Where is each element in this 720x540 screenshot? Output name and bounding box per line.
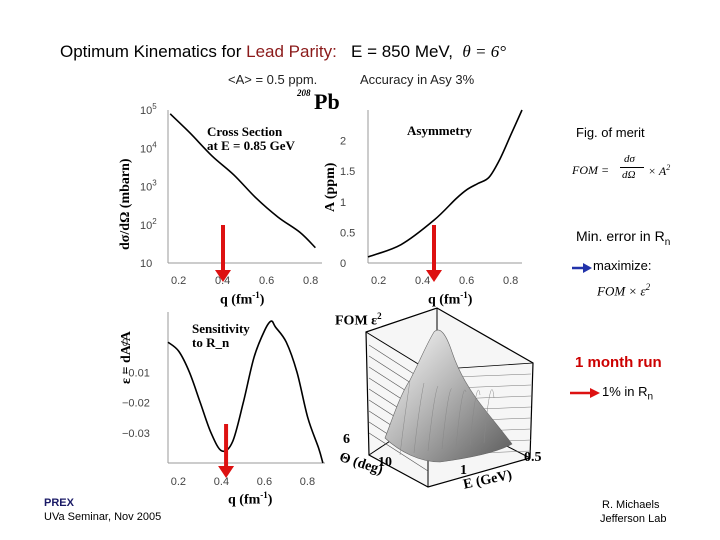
sensitivity-xtick: 0.4 <box>214 476 229 488</box>
energy-tick-05: 0.5 <box>524 450 542 465</box>
sensitivity-ytick: −0.02 <box>122 398 150 410</box>
sensitivity-curve <box>167 320 324 464</box>
cross-section-xtick: 0.8 <box>303 275 318 287</box>
sensitivity-xtick: 0.8 <box>300 476 315 488</box>
title-theta: θ = 6° <box>462 42 507 61</box>
asymmetry-ytick: 2 <box>340 136 346 148</box>
asymmetry-xtick: 0.6 <box>459 275 474 287</box>
asymmetry-curve <box>367 109 523 258</box>
fom-box-edge <box>365 331 429 371</box>
asymmetry-ytick: 1.5 <box>340 166 355 178</box>
fom-grid-line <box>368 432 429 472</box>
fom-surface-ridge <box>483 389 495 444</box>
asymmetry-arrow-head <box>426 270 442 282</box>
footer-right: R. Michaels Jefferson Lab <box>600 499 667 525</box>
cross-section-ylabel: dσ/dΩ (mbarn) <box>118 158 133 250</box>
cross-section-ytick: 103 <box>140 179 157 194</box>
fom-surface-title: FOM ε2 <box>335 311 382 329</box>
sensitivity-ylabel: ε = dA/A <box>119 331 134 384</box>
avg-asymmetry: <A> = 0.5 ppm. <box>228 72 318 87</box>
fom-surface-ridge <box>441 388 453 450</box>
fig-of-merit-label: Fig. of merit <box>576 125 645 140</box>
title-lead-parity: Lead Parity: <box>246 42 337 61</box>
fom-surface-ridge <box>427 385 439 452</box>
fom-eps-formula: FOM × ε2 <box>597 282 651 299</box>
sensitivity-title: Sensitivity to R_n <box>192 321 250 350</box>
asymmetry-ytick: 0 <box>340 258 346 270</box>
cross-section-curve <box>169 113 316 249</box>
month-run-label: 1 month run <box>575 354 662 371</box>
sensitivity-ytick: −0.01 <box>122 367 150 379</box>
accuracy-label: Accuracy in Asy 3% <box>360 72 475 87</box>
slide-title: Optimum Kinematics for Lead Parity: E = … <box>60 42 507 61</box>
maximize-arrow-head <box>583 263 592 273</box>
footer-left: PREX UVa Seminar, Nov 2005 <box>44 497 162 523</box>
sensitivity-xtick: 0.2 <box>171 476 186 488</box>
asymmetry-xtick: 0.4 <box>415 275 430 287</box>
precision-label: 1% in Rn <box>602 384 654 403</box>
asymmetry-xtick: 0.2 <box>371 275 386 287</box>
cross-section-xtick: 0.6 <box>259 275 274 287</box>
cross-section-title: Cross Section at E = 0.85 GeV <box>207 124 295 153</box>
cross-section-ytick: 10 <box>140 258 152 270</box>
sensitivity-ytick: 0 <box>122 337 128 349</box>
energy-tick-1: 1 <box>460 463 467 478</box>
cross-section-ytick: 105 <box>140 102 157 117</box>
sensitivity-xlabel: q (fm-1) <box>228 490 273 508</box>
sensitivity-xtick: 0.6 <box>257 476 272 488</box>
cross-section-arrow-head <box>215 270 231 282</box>
title-energy: E = 850 MeV, <box>351 42 453 61</box>
precision-arrow-head <box>590 388 600 398</box>
maximize-label: maximize: <box>593 258 652 273</box>
min-error-label: Min. error in Rn <box>576 228 671 248</box>
sensitivity-chart: 0 −0.01 −0.02 −0.03 0.2 0.4 0.6 0.8 <box>122 312 325 488</box>
cross-section-xtick: 0.2 <box>171 275 186 287</box>
fom-surface-ridge <box>455 389 467 448</box>
fom-surface-ridge <box>413 382 425 454</box>
fom-surface-plot <box>365 307 534 488</box>
asymmetry-ytick: 1 <box>340 197 346 209</box>
theta-tick-6: 6 <box>343 432 350 447</box>
asymmetry-ylabel: A (ppm) <box>323 162 338 212</box>
asymmetry-xlabel: q (fm-1) <box>428 290 473 308</box>
arrows-layer <box>215 225 600 478</box>
nucleus-mass: 208 <box>297 88 311 98</box>
theta-tick-10: 10 <box>378 455 392 470</box>
cross-section-ytick: 102 <box>140 217 157 232</box>
fom-formula: FOM = dσ dΩ × A2 <box>572 153 671 181</box>
asymmetry-xtick: 0.8 <box>503 275 518 287</box>
cross-section-ytick: 104 <box>140 140 157 155</box>
fom-surface-ridge <box>399 379 411 456</box>
asymmetry-chart: 2 1.5 1 0.5 0 0.2 0.4 0.6 0.8 <box>340 109 523 287</box>
sensitivity-ytick: −0.03 <box>122 428 150 440</box>
cross-section-xlabel: q (fm-1) <box>220 290 265 308</box>
nucleus-symbol: Pb <box>314 89 340 114</box>
fom-surface-ridge <box>469 389 481 446</box>
sensitivity-arrow-head <box>218 466 235 478</box>
asymmetry-ytick: 0.5 <box>340 227 355 239</box>
asymmetry-title: Asymmetry <box>407 123 472 138</box>
